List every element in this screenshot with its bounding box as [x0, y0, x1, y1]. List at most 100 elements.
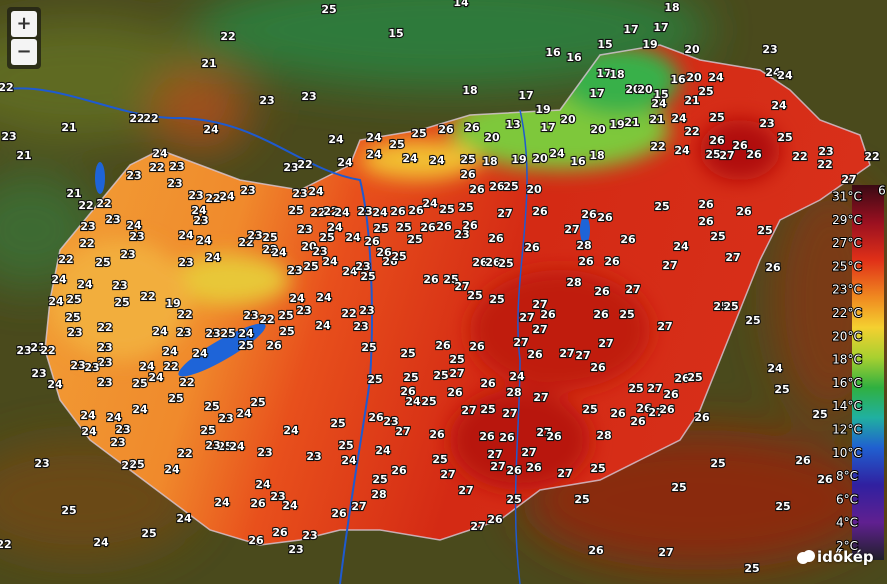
station-temperature: 27 [575, 349, 590, 362]
station-temperature: 23 [105, 213, 120, 226]
station-temperature: 24 [549, 147, 565, 160]
station-temperature: 24 [708, 71, 724, 84]
station-temperature: 15 [653, 88, 668, 101]
station-temperature: 26 [400, 385, 416, 398]
station-temperature: 24 [139, 360, 155, 373]
station-temperature: 24 [132, 403, 148, 416]
station-temperature: 22 [58, 253, 73, 266]
station-temperature: 25 [443, 273, 458, 286]
station-temperature: 26 [499, 431, 515, 444]
station-temperature: 26 [436, 220, 452, 233]
station-temperature: 18 [664, 1, 679, 14]
station-temperature: 23 [126, 169, 141, 182]
station-temperature: 25 [574, 493, 589, 506]
legend-label: 29°C [832, 213, 862, 227]
station-temperature: 25 [710, 230, 725, 243]
logo-icon [797, 550, 815, 564]
station-temperature: 18 [462, 84, 477, 97]
station-temperature: 26 [472, 256, 488, 269]
station-temperature: 26 [588, 544, 604, 557]
station-temperature: 26 [663, 388, 679, 401]
lake-ferto [95, 162, 105, 194]
station-temperature: 24 [176, 512, 192, 525]
station-temperature: 27 [351, 500, 366, 513]
station-temperature: 26 [526, 461, 542, 474]
station-temperature: 22 [310, 206, 325, 219]
station-temperature: 24 [47, 378, 63, 391]
station-temperature: 27 [497, 207, 512, 220]
station-temperature: 24 [219, 190, 235, 203]
station-temperature: 24 [366, 148, 382, 161]
station-temperature: 25 [361, 341, 376, 354]
station-temperature: 26 [382, 255, 398, 268]
station-temperature: 20 [590, 123, 606, 136]
station-temperature: 27 [559, 347, 574, 360]
terrain [0, 0, 887, 570]
station-temperature: 25 [200, 424, 215, 437]
zoom-control: + − [7, 7, 41, 69]
station-temperature: 23 [359, 304, 374, 317]
station-temperature: 26 [480, 377, 496, 390]
station-temperature: 23 [110, 436, 125, 449]
station-temperature: 23 [120, 248, 135, 261]
station-temperature: 23 [759, 117, 774, 130]
station-temperature: 24 [126, 219, 142, 232]
station-temperature: 24 [289, 292, 305, 305]
zoom-out-button[interactable]: − [11, 39, 37, 65]
station-temperature: 16 [566, 51, 582, 64]
station-temperature: 25 [489, 293, 504, 306]
station-temperature: 28 [596, 429, 611, 442]
station-temperature: 23 [312, 245, 327, 258]
station-temperature: 26 [250, 497, 266, 510]
danube [0, 87, 373, 584]
station-temperature: 22 [650, 140, 665, 153]
station-temperature: 24 [405, 395, 421, 408]
station-temperature: 22 [177, 447, 192, 460]
station-temperature: 26 [597, 211, 613, 224]
station-temperature: 27 [461, 404, 476, 417]
station-temperature: 27 [557, 467, 572, 480]
logo-text: időkép [817, 548, 874, 566]
station-temperature: 26 [593, 308, 609, 321]
station-temperature: 15 [388, 27, 403, 40]
station-temperature: 22 [341, 307, 356, 320]
station-temperature: 27 [533, 391, 548, 404]
station-temperature: 26 [489, 180, 505, 193]
legend-label: 27°C [832, 236, 862, 250]
station-temperature: 25 [460, 153, 475, 166]
station-temperature: 20 [532, 152, 548, 165]
legend-label: 23°C [832, 283, 862, 297]
station-temperature: 24 [80, 409, 96, 422]
station-temperature: 27 [470, 520, 485, 533]
station-temperature: 25 [373, 222, 388, 235]
station-temperature: 24 [121, 459, 137, 472]
station-temperature: 26 [532, 205, 548, 218]
station-temperature: 23 [243, 309, 258, 322]
zoom-in-button[interactable]: + [11, 11, 37, 37]
station-temperature: 24 [282, 499, 298, 512]
station-temperature: 26 [604, 255, 620, 268]
station-temperature: 24 [429, 154, 445, 167]
station-temperature: 25 [777, 131, 792, 144]
station-temperature: 27 [440, 468, 455, 481]
station-temperature: 26 [423, 273, 439, 286]
station-temperature: 23 [129, 230, 144, 243]
station-temperature: 27 [647, 382, 662, 395]
station-temperature: 24 [164, 463, 180, 476]
station-temperature: 25 [407, 233, 422, 246]
station-temperature: 26 [590, 361, 606, 374]
station-temperature: 24 [375, 444, 391, 457]
station-temperature: 19 [642, 38, 657, 51]
station-temperature: 24 [48, 295, 64, 308]
station-temperature: 25 [705, 148, 720, 161]
legend-label: 10°C [832, 446, 862, 460]
station-temperature: 22 [140, 290, 155, 303]
station-temperature: 25 [671, 481, 686, 494]
station-temperature: 26 [698, 198, 714, 211]
station-temperature: 25 [114, 296, 129, 309]
station-temperature: 25 [141, 527, 156, 540]
station-temperature: 23 [193, 214, 208, 227]
station-temperature: 25 [582, 403, 597, 416]
station-temperature: 26 [659, 403, 675, 416]
